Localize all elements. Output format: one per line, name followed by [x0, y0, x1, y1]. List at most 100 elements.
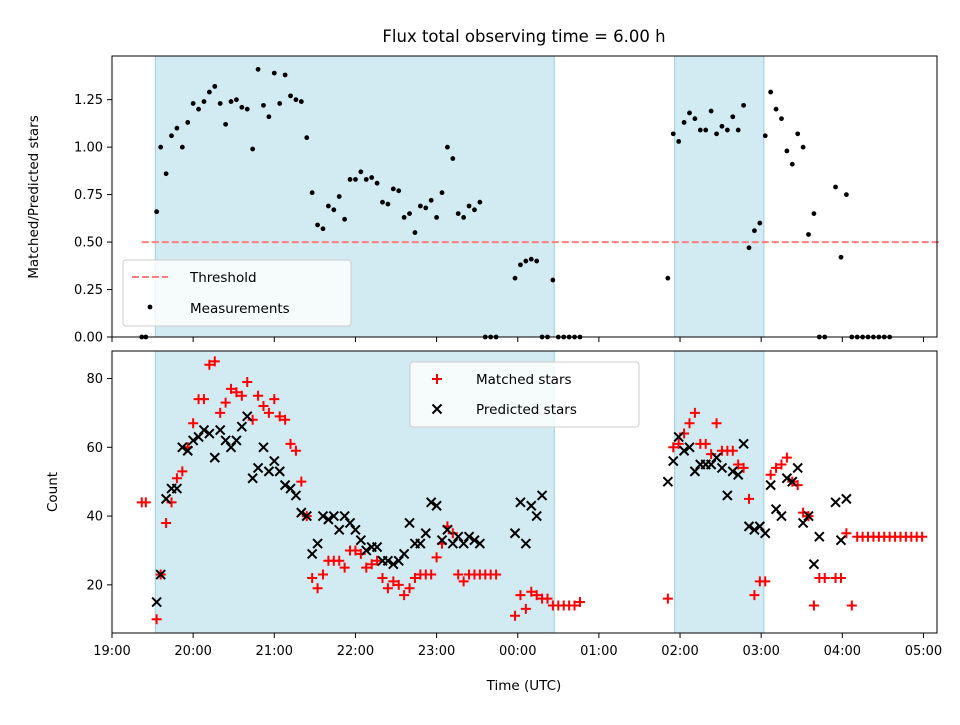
measurement-point — [282, 72, 288, 78]
bottom-y-axis-label: Count — [45, 472, 61, 512]
predicted-stars-point — [716, 462, 728, 474]
predicted-stars-point — [705, 459, 717, 470]
measurement-point — [217, 101, 223, 106]
matched-stars-point — [531, 590, 542, 601]
x-tick-label: 05:00 — [905, 644, 942, 659]
measurement-point — [407, 211, 412, 216]
measurement-point — [190, 101, 196, 106]
predicted-stars-point — [808, 559, 820, 570]
predicted-stars-point — [242, 411, 253, 422]
matched-stars-point — [458, 576, 469, 587]
predicted-stars-point — [770, 503, 782, 515]
measurement-point — [811, 211, 817, 216]
predicted-stars-point — [361, 545, 372, 556]
matched-stars-point — [733, 459, 744, 470]
matched-stars-point — [280, 414, 291, 425]
measurement-point — [687, 110, 692, 116]
top-chart-title: Flux total observing time = 6.00 h — [382, 27, 665, 46]
matched-stars-point — [841, 528, 852, 539]
predicted-stars-point — [526, 500, 537, 511]
measurement-point — [342, 216, 348, 222]
matched-stars-point — [819, 572, 830, 583]
x-tick-label: 20:00 — [174, 644, 211, 659]
measurement-point — [773, 106, 779, 112]
predicted-stars-point — [803, 510, 814, 522]
legend-label-threshold: Threshold — [189, 270, 257, 286]
matched-stars-point — [520, 603, 531, 614]
matched-stars-point — [510, 610, 521, 621]
predicted-stars-point — [236, 421, 248, 432]
measurement-point — [163, 171, 169, 177]
measurement-point — [534, 258, 540, 264]
measurement-point — [255, 66, 261, 72]
bottom-axes-frame — [111, 350, 938, 634]
predicted-stars-point — [722, 490, 733, 501]
measurement-point — [768, 89, 774, 95]
matched-stars-point — [393, 579, 404, 590]
x-tick-label: 01:00 — [580, 644, 617, 659]
measurement-point — [201, 99, 207, 104]
predicted-stars-point — [415, 538, 426, 549]
x-tick-label: 02:00 — [661, 644, 698, 659]
measurement-point — [714, 131, 719, 137]
predicted-stars-point — [404, 517, 415, 529]
matched-stars-point — [177, 466, 188, 477]
matched-stars-point — [215, 407, 226, 418]
matched-stars-point — [749, 590, 760, 601]
measurement-point — [806, 232, 811, 237]
matched-stars-point — [409, 572, 420, 583]
predicted-stars-point — [339, 510, 350, 522]
predicted-stars-point — [835, 534, 847, 546]
predicted-stars-point — [458, 538, 469, 549]
matched-stars-point — [835, 572, 846, 583]
measurement-point — [154, 209, 160, 215]
measurement-point — [331, 207, 337, 213]
measurement-point — [670, 131, 676, 137]
matched-stars-point — [296, 476, 307, 487]
predicted-stars-point — [754, 521, 766, 532]
matched-stars-point — [269, 394, 280, 405]
matched-stars-point — [242, 376, 253, 387]
predicted-stars-point — [151, 596, 162, 608]
matched-stars-point — [231, 387, 242, 398]
bottom-y-tick-label: 80 — [86, 372, 103, 387]
matched-stars-point — [738, 462, 749, 473]
measurement-point — [196, 106, 201, 112]
predicted-stars-point — [258, 442, 269, 453]
measurement-point — [185, 120, 191, 125]
predicted-stars-point — [841, 493, 852, 505]
matched-stars-point — [350, 545, 361, 556]
measurement-point — [380, 199, 385, 205]
matched-stars-point — [285, 438, 296, 449]
matched-stars-point — [263, 407, 274, 418]
predicted-stars-point — [344, 517, 356, 529]
measurement-point — [271, 70, 277, 76]
measurement-point — [244, 106, 250, 112]
predicted-stars-point — [749, 524, 760, 536]
matched-stars-point — [426, 569, 437, 580]
measurement-point — [250, 146, 256, 152]
legend-label-matched: Matched stars — [476, 372, 572, 388]
measurement-point — [434, 214, 439, 220]
predicted-stars-point — [668, 455, 679, 467]
legend-measurements-swatch — [147, 304, 153, 310]
measurement-point — [719, 123, 725, 129]
matched-stars-point — [198, 394, 209, 405]
predicted-stars-point — [209, 452, 220, 463]
measurement-point — [692, 116, 698, 122]
matched-stars-point — [312, 583, 323, 594]
bottom-shaded-interval — [674, 350, 765, 634]
measurement-point — [450, 156, 456, 161]
measurement-point — [315, 222, 320, 228]
predicted-stars-point — [193, 431, 204, 443]
predicted-stars-point — [425, 497, 437, 508]
predicted-stars-point — [520, 538, 532, 549]
matched-stars-point — [711, 418, 722, 429]
predicted-stars-point — [220, 435, 231, 446]
measurement-point — [795, 131, 801, 137]
top-y-tick-label: 0.25 — [74, 283, 103, 298]
top-plot-area: 0.00 0.25 0.50 0.75 1.00 1.25 Threshold Measure… — [74, 55, 940, 346]
bottom-y-tick-label: 40 — [86, 510, 103, 525]
predicted-stars-point — [792, 462, 803, 474]
